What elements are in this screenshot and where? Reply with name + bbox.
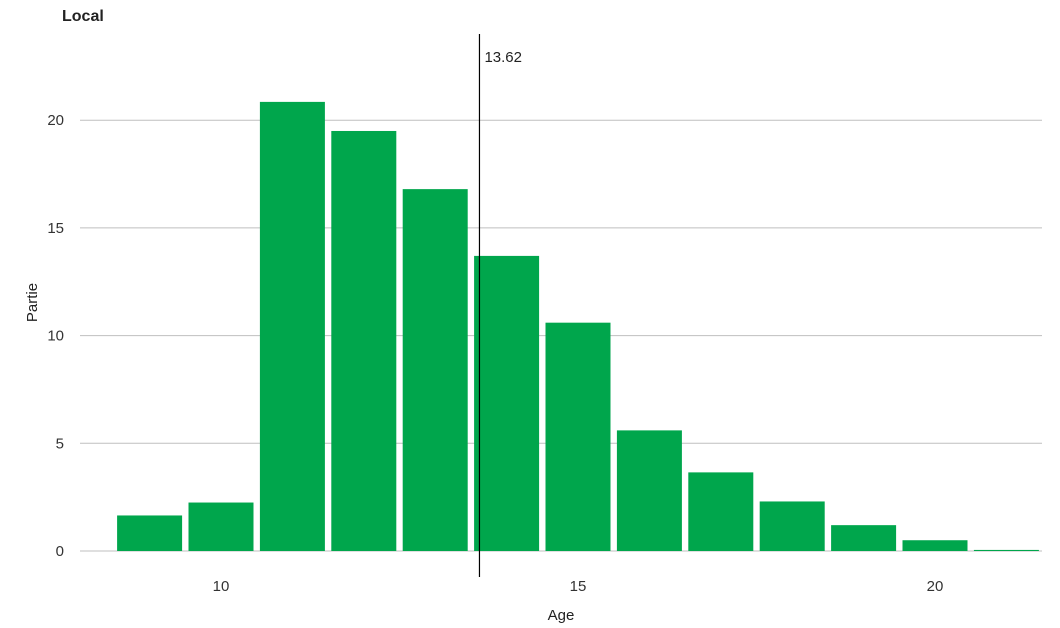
y-tick-label: 15 bbox=[47, 220, 64, 237]
bar-age-12 bbox=[331, 130, 397, 551]
bar-age-16 bbox=[616, 430, 682, 551]
y-axis-ticks: 0 5 10 15 20 bbox=[47, 112, 64, 560]
reference-line-group: 13.62 bbox=[478, 34, 522, 577]
x-tick-label: 15 bbox=[570, 578, 587, 595]
x-axis-label: Age bbox=[548, 607, 575, 624]
bar-age-15 bbox=[545, 322, 611, 551]
bar-age-13 bbox=[402, 189, 468, 552]
x-tick-label: 10 bbox=[213, 578, 230, 595]
y-axis-label: Partie bbox=[24, 283, 41, 322]
reference-line-label: 13.62 bbox=[484, 49, 522, 66]
bar-age-19 bbox=[831, 525, 897, 551]
x-axis-ticks: 10 15 20 bbox=[213, 578, 944, 595]
x-tick-label: 20 bbox=[927, 578, 944, 595]
y-tick-label: 10 bbox=[47, 328, 64, 345]
bars bbox=[117, 101, 1039, 552]
y-tick-label: 0 bbox=[56, 543, 64, 560]
bar-age-21 bbox=[973, 549, 1039, 551]
y-tick-label: 20 bbox=[47, 112, 64, 129]
bar-age-18 bbox=[759, 501, 825, 551]
bar-age-9 bbox=[117, 515, 183, 551]
bar-age-11 bbox=[259, 101, 325, 552]
bar-age-10 bbox=[188, 502, 254, 551]
bar-age-20 bbox=[902, 540, 968, 551]
bar-age-17 bbox=[688, 472, 754, 551]
y-tick-label: 5 bbox=[56, 435, 64, 452]
chart-title: Local bbox=[62, 8, 104, 25]
bar-age-14 bbox=[474, 255, 540, 552]
